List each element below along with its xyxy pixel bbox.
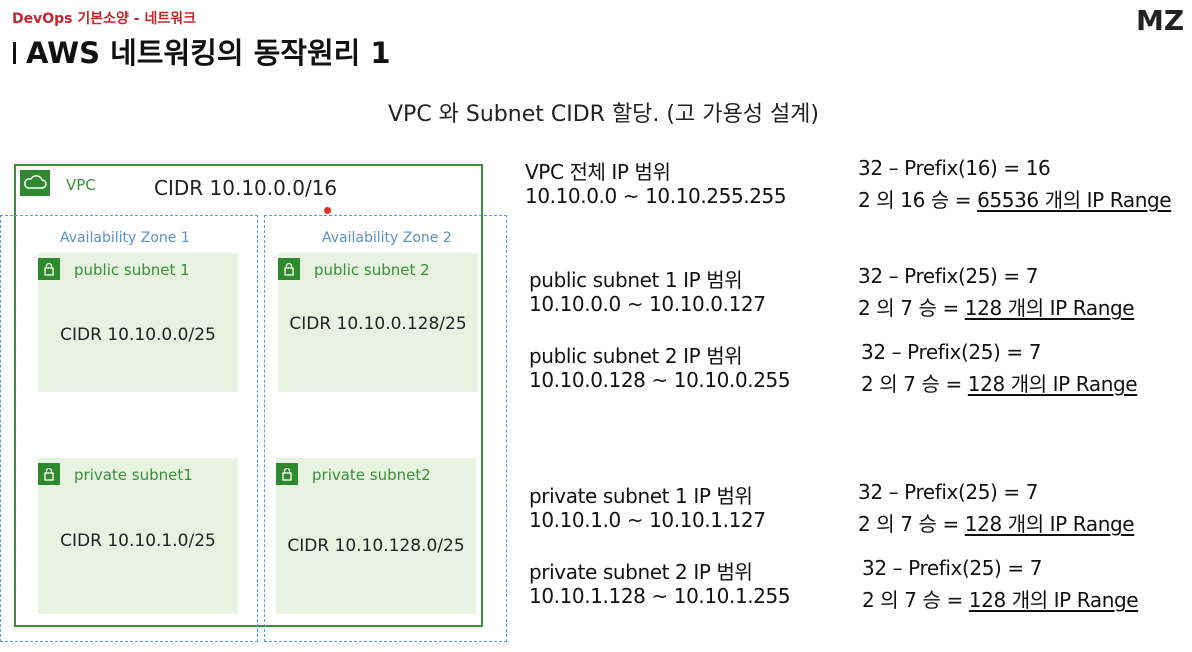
range-value: 10.10.1.128 ~ 10.10.1.255 <box>529 584 791 608</box>
az-label: Availability Zone 2 <box>322 230 452 246</box>
power-text: 2 의 7 승 = <box>861 372 968 396</box>
subnet-box <box>38 458 238 614</box>
subnet-box <box>278 253 478 392</box>
prefix-calc: 32 – Prefix(25) = 7 <box>858 480 1039 504</box>
range-value: 10.10.1.0 ~ 10.10.1.127 <box>529 508 766 532</box>
prefix-calc: 32 – Prefix(25) = 7 <box>861 340 1042 364</box>
lock-icon <box>38 463 60 485</box>
range-title: public subnet 1 IP 범위 <box>529 268 743 292</box>
vpc-cidr: CIDR 10.10.0.0/16 <box>154 176 338 200</box>
ip-count-result: 65536 개의 IP Range <box>977 188 1172 212</box>
lock-icon <box>278 258 300 280</box>
prefix-calc: 32 – Prefix(25) = 7 <box>862 556 1043 580</box>
ip-count: 2 의 7 승 = 128 개의 IP Range <box>858 508 1135 537</box>
pointer-dot <box>324 207 331 214</box>
lock-icon <box>276 463 298 485</box>
prefix-calc: 32 – Prefix(25) = 7 <box>858 264 1039 288</box>
subnet-name: public subnet 1 <box>74 261 190 279</box>
range-value: 10.10.0.128 ~ 10.10.0.255 <box>529 368 791 392</box>
ip-count-result: 128 개의 IP Range <box>964 512 1135 536</box>
power-text: 2 의 7 승 = <box>858 512 965 536</box>
vpc-box <box>14 164 483 627</box>
lock-icon <box>38 258 60 280</box>
subnet-cidr: CIDR 10.10.0.0/25 <box>60 325 216 345</box>
subnet-box <box>276 458 476 614</box>
az-box <box>264 215 507 642</box>
ip-count: 2 의 7 승 = 128 개의 IP Range <box>858 292 1135 321</box>
range-value: 10.10.0.0 ~ 10.10.0.127 <box>529 292 766 316</box>
range-value: 10.10.0.0 ~ 10.10.255.255 <box>525 184 787 208</box>
ip-count-result: 128 개의 IP Range <box>967 372 1138 396</box>
prefix-calc: 32 – Prefix(16) = 16 <box>858 156 1051 180</box>
range-title: private subnet 1 IP 범위 <box>529 484 753 508</box>
course-label: DevOps 기본소양 - 네트워크 <box>12 11 196 27</box>
subnet-box <box>38 253 238 392</box>
ip-count-result: 128 개의 IP Range <box>964 296 1135 320</box>
title-marker <box>13 42 16 64</box>
power-text: 2 의 7 승 = <box>862 588 969 612</box>
range-title: VPC 전체 IP 범위 <box>525 160 671 184</box>
range-title: public subnet 2 IP 범위 <box>529 344 743 368</box>
az-box <box>0 215 258 642</box>
subnet-name: private subnet2 <box>312 466 431 484</box>
subnet-cidr: CIDR 10.10.0.128/25 <box>289 314 467 334</box>
subnet-name: private subnet1 <box>74 466 193 484</box>
slide-title: AWS 네트워킹의 동작원리 1 <box>26 36 391 70</box>
range-title: private subnet 2 IP 범위 <box>529 560 753 584</box>
subtitle: VPC 와 Subnet CIDR 할당. (고 가용성 설계) <box>388 102 820 127</box>
power-text: 2 의 7 승 = <box>858 296 965 320</box>
vpc-icon <box>20 170 50 196</box>
subnet-cidr: CIDR 10.10.128.0/25 <box>287 536 465 556</box>
ip-count: 2 의 7 승 = 128 개의 IP Range <box>862 584 1139 613</box>
vpc-label: VPC <box>66 176 96 194</box>
ip-count: 2 의 7 승 = 128 개의 IP Range <box>861 368 1138 397</box>
subnet-name: public subnet 2 <box>314 261 430 279</box>
subnet-cidr: CIDR 10.10.1.0/25 <box>60 531 216 551</box>
az-label: Availability Zone 1 <box>60 230 190 246</box>
logo: MZ <box>1136 4 1185 37</box>
power-text: 2 의 16 승 = <box>858 188 978 212</box>
ip-count: 2 의 16 승 = 65536 개의 IP Range <box>858 184 1172 213</box>
ip-count-result: 128 개의 IP Range <box>968 588 1139 612</box>
